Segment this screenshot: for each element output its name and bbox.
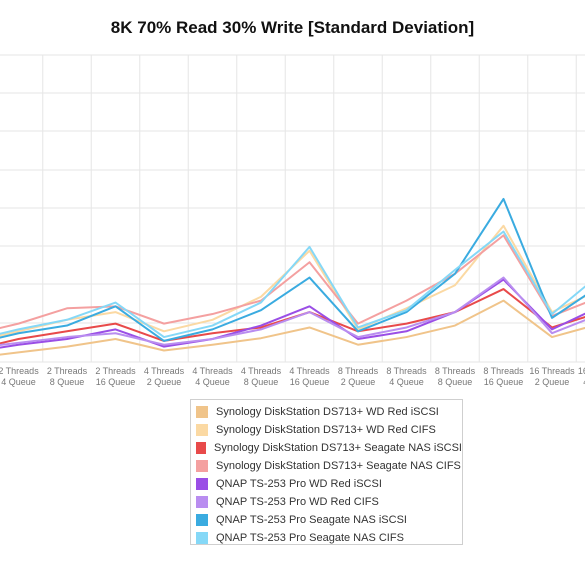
- series-line: [0, 299, 585, 356]
- x-tick-label: 4 Threads 4 Queue: [192, 366, 233, 387]
- legend-label: Synology DiskStation DS713+ WD Red iSCSI: [216, 406, 439, 418]
- legend-item[interactable]: Synology DiskStation DS713+ Seagate NAS …: [196, 439, 462, 457]
- legend-item[interactable]: Synology DiskStation DS713+ Seagate NAS …: [196, 457, 462, 475]
- legend-item[interactable]: QNAP TS-253 Pro Seagate NAS iSCSI: [196, 511, 462, 529]
- legend-swatch: [196, 478, 208, 490]
- legend-swatch: [196, 460, 208, 472]
- x-tick-label: 8 Threads 16 Queue: [483, 366, 524, 387]
- legend-label: Synology DiskStation DS713+ Seagate NAS …: [216, 460, 461, 472]
- legend: Synology DiskStation DS713+ WD Red iSCSI…: [190, 399, 463, 545]
- legend-item[interactable]: QNAP TS-253 Pro WD Red iSCSI: [196, 475, 462, 493]
- series-line: [0, 276, 585, 347]
- legend-label: QNAP TS-253 Pro Seagate NAS iSCSI: [216, 514, 407, 526]
- legend-item[interactable]: QNAP TS-253 Pro WD Red CIFS: [196, 493, 462, 511]
- legend-swatch: [196, 442, 207, 454]
- legend-label: Synology DiskStation DS713+ WD Red CIFS: [216, 424, 436, 436]
- series-line: [0, 234, 585, 330]
- legend-label: QNAP TS-253 Pro Seagate NAS CIFS: [216, 532, 404, 544]
- legend-swatch: [196, 514, 208, 526]
- chart-title: 8K 70% Read 30% Write [Standard Deviatio…: [110, 18, 475, 37]
- legend-item[interactable]: QNAP TS-253 Pro Seagate NAS CIFS: [196, 529, 462, 547]
- x-tick-label: 8 Threads 2 Queue: [338, 366, 379, 387]
- legend-swatch: [196, 424, 208, 436]
- legend-label: QNAP TS-253 Pro WD Red CIFS: [216, 496, 379, 508]
- series-lines: [0, 197, 585, 356]
- legend-swatch: [196, 496, 208, 508]
- x-tick-label: 16 Threads 2 Queue: [529, 366, 575, 387]
- x-tick-label: 2 Threads 4 Queue: [0, 366, 39, 387]
- series-line: [0, 230, 585, 339]
- legend-swatch: [196, 406, 208, 418]
- legend-item[interactable]: Synology DiskStation DS713+ WD Red CIFS: [196, 421, 462, 439]
- x-tick-label: 4 Threads 8 Queue: [241, 366, 282, 387]
- legend-label: Synology DiskStation DS713+ Seagate NAS …: [214, 442, 462, 454]
- series-line: [0, 288, 585, 345]
- x-tick-label: 2 Threads 8 Queue: [47, 366, 88, 387]
- series-line: [0, 197, 585, 342]
- legend-item[interactable]: Synology DiskStation DS713+ WD Red iSCSI: [196, 403, 462, 421]
- x-tick-label: 2 Threads 16 Queue: [95, 366, 136, 387]
- x-tick-label: 4 Threads 2 Queue: [144, 366, 185, 387]
- legend-label: QNAP TS-253 Pro WD Red iSCSI: [216, 478, 382, 490]
- x-tick-label: 8 Threads 8 Queue: [435, 366, 476, 387]
- x-tick-label: 8 Threads 4 Queue: [386, 366, 427, 387]
- x-tick-label: 4 Threads 16 Queue: [289, 366, 330, 387]
- legend-swatch: [196, 532, 208, 544]
- grid: [0, 54, 585, 363]
